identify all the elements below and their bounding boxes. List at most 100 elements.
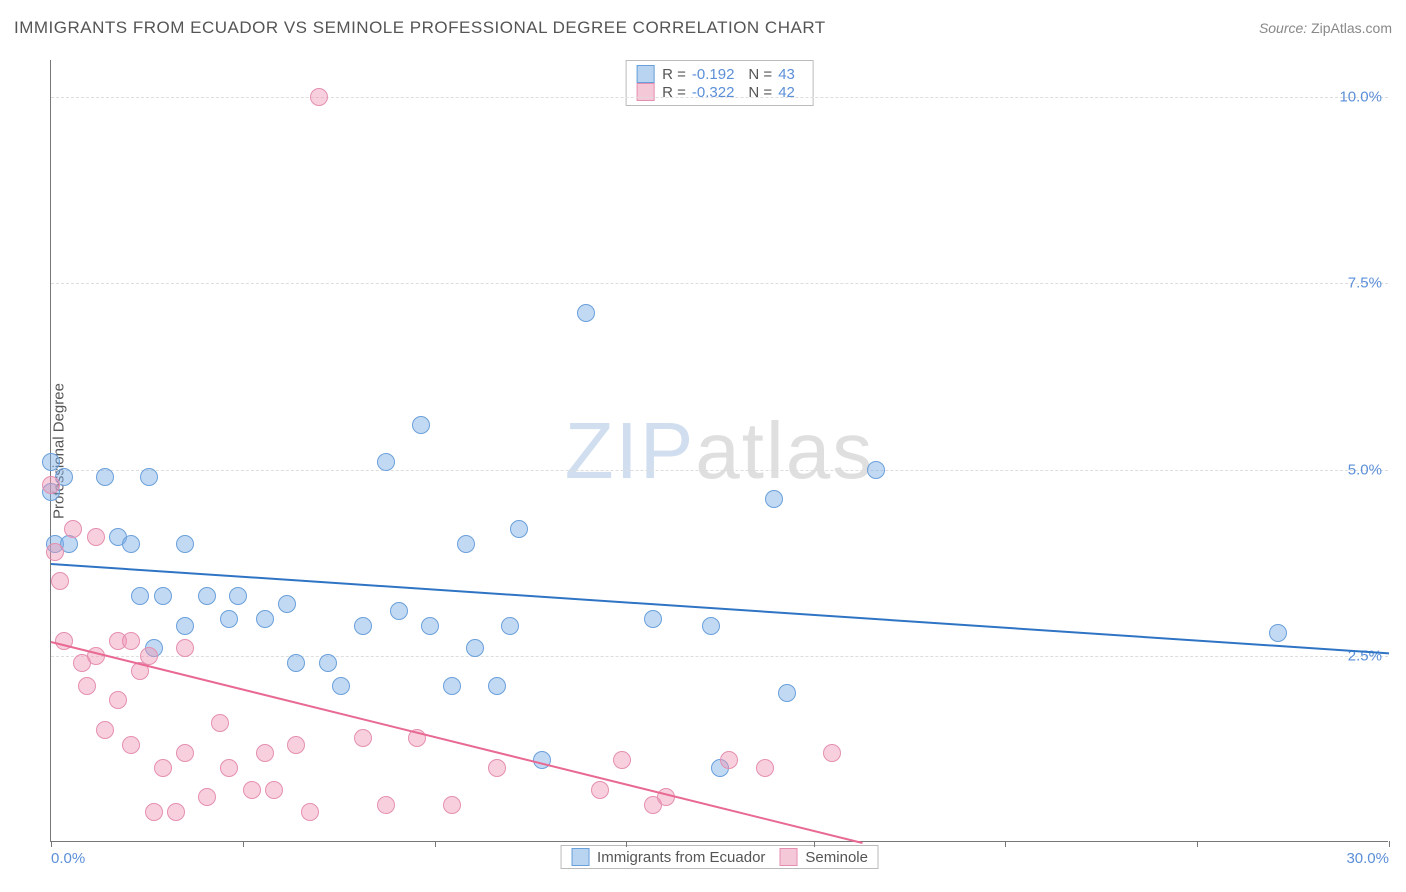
x-tick [814, 841, 815, 847]
scatter-point [122, 632, 140, 650]
scatter-point [220, 759, 238, 777]
x-tick-label: 0.0% [51, 850, 85, 867]
scatter-point [167, 803, 185, 821]
scatter-point [229, 587, 247, 605]
scatter-point [96, 721, 114, 739]
x-tick [1197, 841, 1198, 847]
scatter-point [256, 744, 274, 762]
watermark: ZIPatlas [565, 405, 874, 497]
watermark-atlas: atlas [695, 406, 874, 495]
scatter-point [78, 677, 96, 695]
r-label: R = [662, 66, 686, 83]
series-swatch [779, 848, 797, 866]
scatter-point [377, 453, 395, 471]
source-label: Source: [1259, 20, 1307, 36]
scatter-point [145, 803, 163, 821]
scatter-point [220, 610, 238, 628]
scatter-point [443, 677, 461, 695]
x-tick [626, 841, 627, 847]
source-attribution: Source: ZipAtlas.com [1259, 20, 1392, 36]
scatter-point [310, 88, 328, 106]
scatter-point [287, 736, 305, 754]
scatter-point [443, 796, 461, 814]
scatter-point [591, 781, 609, 799]
source-value: ZipAtlas.com [1311, 20, 1392, 36]
scatter-point [377, 796, 395, 814]
scatter-point [457, 535, 475, 553]
scatter-point [122, 736, 140, 754]
scatter-point [154, 759, 172, 777]
scatter-point [198, 788, 216, 806]
scatter-point [109, 691, 127, 709]
stats-legend-box: R =-0.192N =43R =-0.322N =42 [625, 60, 814, 106]
scatter-point [46, 543, 64, 561]
n-value: 43 [778, 66, 795, 83]
scatter-point [756, 759, 774, 777]
scatter-point [131, 587, 149, 605]
scatter-point [265, 781, 283, 799]
scatter-point [176, 744, 194, 762]
x-tick [435, 841, 436, 847]
scatter-point [390, 602, 408, 620]
scatter-point [42, 476, 60, 494]
stats-row: R =-0.322N =42 [636, 83, 803, 101]
scatter-point [720, 751, 738, 769]
scatter-point [577, 304, 595, 322]
series-swatch [636, 83, 654, 101]
gridline [51, 97, 1388, 98]
n-label: N = [748, 66, 772, 83]
scatter-point [702, 617, 720, 635]
scatter-point [1269, 624, 1287, 642]
scatter-point [154, 587, 172, 605]
legend-label: Seminole [805, 849, 868, 866]
scatter-point [867, 461, 885, 479]
scatter-point [488, 677, 506, 695]
scatter-point [87, 528, 105, 546]
scatter-point [176, 535, 194, 553]
scatter-point [42, 453, 60, 471]
legend-item: Seminole [779, 848, 868, 866]
scatter-point [243, 781, 261, 799]
scatter-point [278, 595, 296, 613]
scatter-point [412, 416, 430, 434]
series-swatch [571, 848, 589, 866]
y-tick-label: 7.5% [1348, 275, 1382, 292]
scatter-point [176, 639, 194, 657]
scatter-point [51, 572, 69, 590]
scatter-point [332, 677, 350, 695]
watermark-zip: ZIP [565, 406, 695, 495]
scatter-point [301, 803, 319, 821]
scatter-point [354, 729, 372, 747]
scatter-point [287, 654, 305, 672]
scatter-point [466, 639, 484, 657]
scatter-point [122, 535, 140, 553]
legend-item: Immigrants from Ecuador [571, 848, 765, 866]
scatter-point [613, 751, 631, 769]
scatter-point [176, 617, 194, 635]
scatter-point [765, 490, 783, 508]
scatter-point [319, 654, 337, 672]
scatter-point [140, 468, 158, 486]
scatter-point [140, 647, 158, 665]
scatter-point [501, 617, 519, 635]
y-tick-label: 10.0% [1339, 89, 1382, 106]
x-tick [51, 841, 52, 847]
scatter-point [510, 520, 528, 538]
y-tick-label: 5.0% [1348, 461, 1382, 478]
scatter-point [421, 617, 439, 635]
gridline [51, 470, 1388, 471]
x-tick [243, 841, 244, 847]
trend-line [51, 563, 1389, 654]
scatter-point [354, 617, 372, 635]
scatter-point [211, 714, 229, 732]
legend-label: Immigrants from Ecuador [597, 849, 765, 866]
scatter-point [644, 610, 662, 628]
scatter-point [823, 744, 841, 762]
scatter-point [198, 587, 216, 605]
stats-row: R =-0.192N =43 [636, 65, 803, 83]
scatter-point [256, 610, 274, 628]
plot-area: Professional Degree ZIPatlas R =-0.192N … [50, 60, 1388, 842]
x-tick [1389, 841, 1390, 847]
scatter-point [488, 759, 506, 777]
scatter-point [64, 520, 82, 538]
